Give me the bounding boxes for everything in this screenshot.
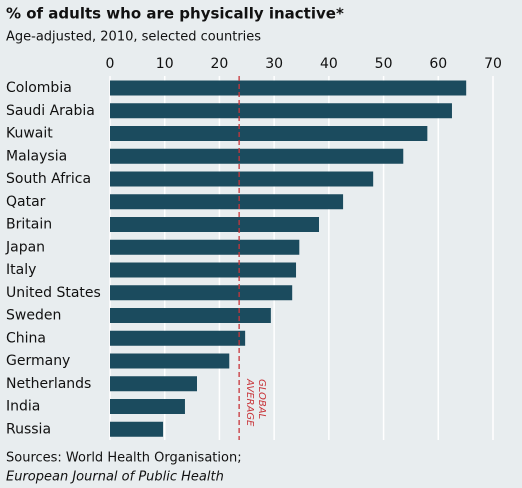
y-tick-label: China bbox=[6, 330, 46, 346]
bar bbox=[110, 217, 320, 232]
bar bbox=[110, 353, 230, 369]
y-tick-label: Qatar bbox=[6, 194, 46, 210]
y-tick-label: Saudi Arabia bbox=[6, 103, 95, 119]
y-tick-label: Britain bbox=[6, 217, 52, 233]
chart-title: % of adults who are physically inactive* bbox=[6, 5, 344, 23]
chart-subtitle: Age-adjusted, 2010, selected countries bbox=[6, 30, 261, 45]
y-tick-label: Colombia bbox=[6, 80, 72, 96]
source: European Journal of Public Health bbox=[6, 470, 224, 485]
y-tick-label: Italy bbox=[6, 262, 36, 278]
bar bbox=[110, 126, 428, 141]
bar bbox=[110, 421, 164, 437]
y-tick-label: Germany bbox=[6, 353, 70, 369]
reference-label: GLOBAL bbox=[256, 379, 267, 419]
bar bbox=[110, 308, 271, 323]
bar bbox=[110, 399, 185, 414]
y-tick-label: Sweden bbox=[6, 308, 61, 324]
x-tick-label: 20 bbox=[211, 56, 229, 72]
y-tick-label: India bbox=[6, 399, 40, 415]
y-tick-label: Russia bbox=[6, 421, 51, 437]
x-tick-label: 70 bbox=[484, 56, 502, 72]
y-tick-label: Netherlands bbox=[6, 376, 91, 392]
bar bbox=[110, 262, 297, 278]
x-tick-label: 30 bbox=[265, 56, 283, 72]
y-tick-label: Malaysia bbox=[6, 148, 67, 164]
x-tick-label: 60 bbox=[429, 56, 447, 72]
y-tick-label: United States bbox=[6, 285, 101, 301]
bar bbox=[110, 376, 197, 392]
bar bbox=[110, 103, 452, 119]
x-tick-label: 50 bbox=[375, 56, 393, 72]
bar bbox=[110, 239, 300, 255]
x-tick-label: 10 bbox=[156, 56, 174, 72]
bar bbox=[110, 194, 344, 210]
x-tick-label: 40 bbox=[320, 56, 338, 72]
reference-label: AVERAGE bbox=[244, 378, 255, 427]
y-tick-label: Japan bbox=[5, 239, 45, 255]
x-tick-label: 0 bbox=[106, 56, 115, 72]
bar bbox=[110, 285, 293, 301]
bar bbox=[110, 330, 246, 346]
source: Sources: World Health Organisation; bbox=[6, 451, 242, 466]
bar bbox=[110, 80, 467, 96]
y-tick-label: Kuwait bbox=[6, 126, 53, 142]
bar bbox=[110, 171, 374, 187]
bar bbox=[110, 148, 404, 164]
y-tick-label: South Africa bbox=[6, 171, 91, 187]
